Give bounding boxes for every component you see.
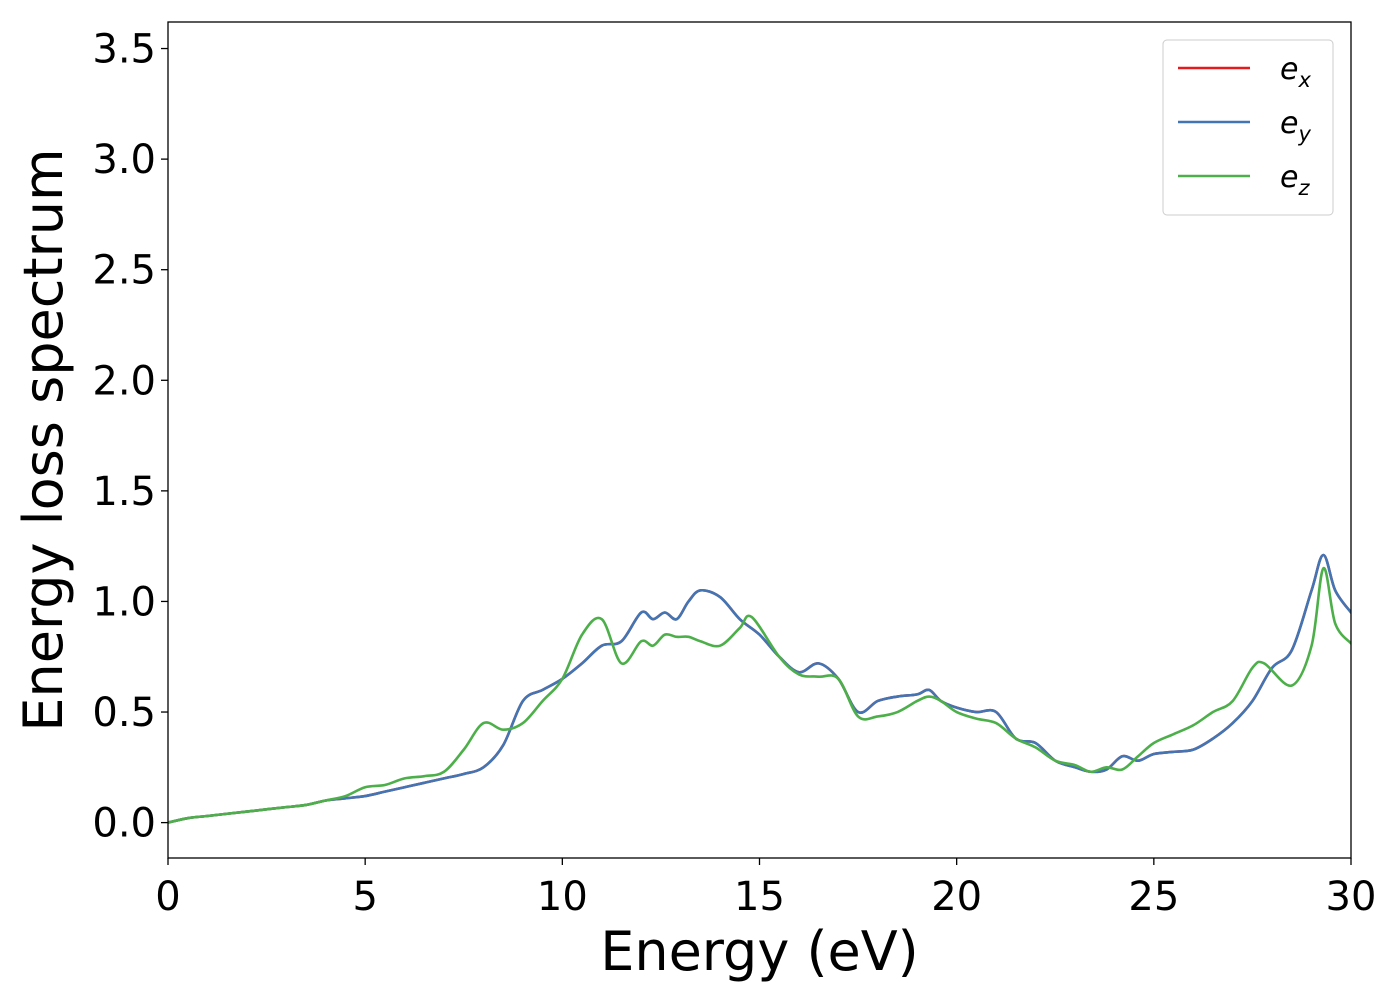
x-tick-label: 30 bbox=[1326, 874, 1377, 920]
x-tick-label: 0 bbox=[155, 874, 180, 920]
x-tick-label: 20 bbox=[931, 874, 982, 920]
y-tick-label: 2.5 bbox=[92, 248, 156, 294]
y-tick-label: 3.0 bbox=[92, 137, 156, 183]
x-tick-label: 10 bbox=[537, 874, 588, 920]
x-axis: 0 5 10 15 20 25 30 bbox=[155, 858, 1376, 920]
legend[interactable]: ex ey ez bbox=[1162, 39, 1334, 216]
y-tick-label: 1.0 bbox=[92, 579, 156, 625]
y-axis-title: Energy loss spectrum bbox=[12, 148, 75, 731]
series-line-e-z bbox=[168, 566, 1351, 824]
y-tick-label: 0.5 bbox=[92, 690, 156, 736]
y-tick-label: 3.5 bbox=[92, 27, 156, 73]
y-axis: 0.0 0.5 1.0 1.5 2.0 2.5 3.0 3.5 bbox=[92, 27, 168, 847]
x-tick-label: 15 bbox=[734, 874, 785, 920]
x-axis-title: Energy (eV) bbox=[600, 920, 919, 983]
y-tick-label: 2.0 bbox=[92, 358, 156, 404]
y-tick-label: 1.5 bbox=[92, 469, 156, 515]
plot-lines bbox=[168, 553, 1351, 824]
legend-label-e-x: ex bbox=[1280, 52, 1311, 92]
series-line-e-y bbox=[168, 553, 1351, 824]
legend-label-e-y: ey bbox=[1280, 106, 1311, 146]
x-tick-label: 5 bbox=[352, 874, 377, 920]
legend-box bbox=[1162, 39, 1334, 216]
y-tick-label: 0.0 bbox=[92, 801, 156, 847]
x-tick-label: 25 bbox=[1128, 874, 1179, 920]
legend-label-e-z: ez bbox=[1280, 160, 1310, 200]
